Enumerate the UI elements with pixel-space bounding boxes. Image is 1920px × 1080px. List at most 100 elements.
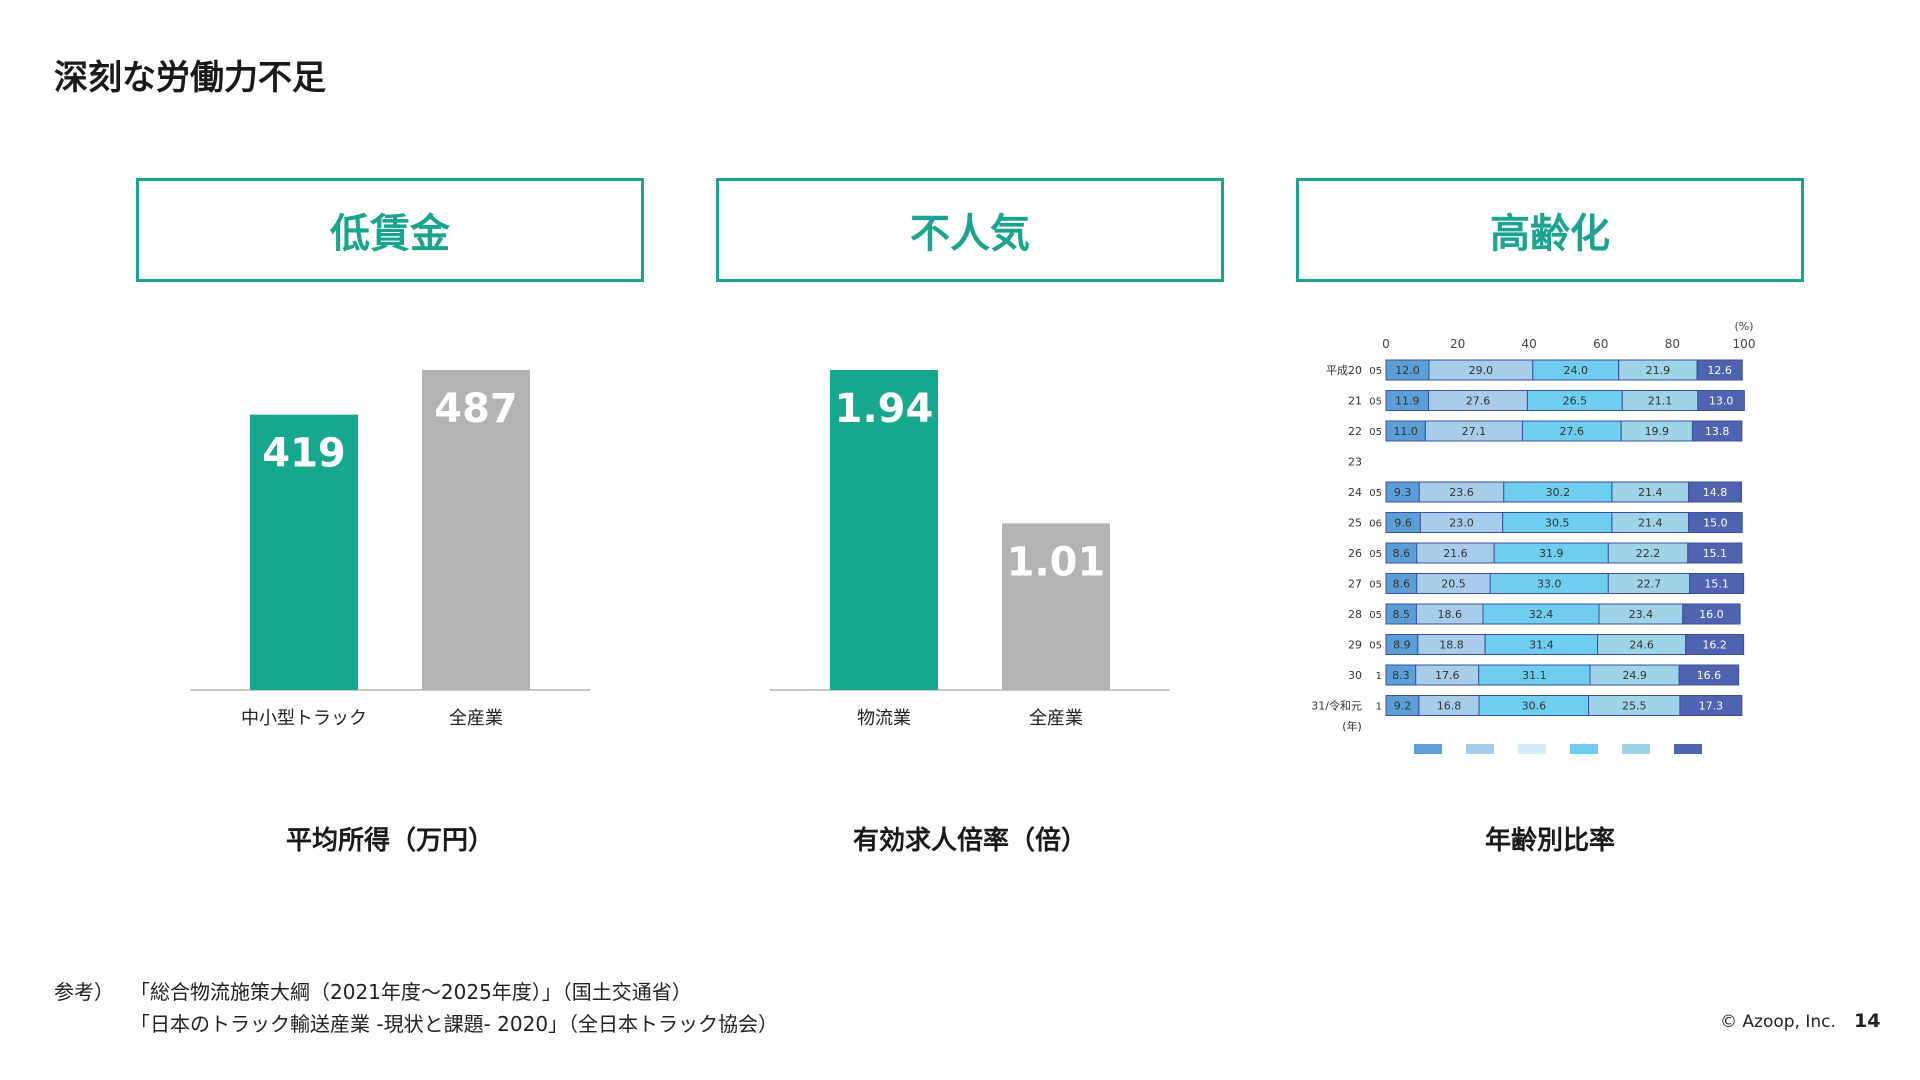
- stacked-segment: [1678, 664, 1740, 686]
- bar-value-label: 1.01: [1007, 539, 1106, 585]
- row-month-label: 05: [1369, 427, 1382, 438]
- segment-value-label: 9.6: [1394, 517, 1412, 530]
- segment-value-label: 24.0: [1563, 364, 1588, 377]
- tag-label-aging: 高齢化: [1490, 211, 1610, 257]
- segment-value-label: 27.6: [1560, 425, 1585, 438]
- segment-value-label: 19.9: [1645, 425, 1670, 438]
- row-month-label: 05: [1369, 366, 1382, 377]
- segment-value-label: 21.1: [1648, 395, 1673, 408]
- segment-value-label: 9.2: [1394, 700, 1412, 713]
- legend-swatch: [1674, 744, 1702, 754]
- row-month-label: 06: [1369, 519, 1382, 530]
- row-year-label: 25: [1348, 517, 1362, 530]
- segment-value-label: 33.0: [1537, 578, 1562, 591]
- legend-swatch: [1414, 744, 1442, 754]
- legend-swatch: [1466, 744, 1494, 754]
- caption-job-offer-ratio: 有効求人倍率（倍）: [852, 826, 1087, 856]
- segment-value-label: 23.4: [1629, 608, 1654, 621]
- segment-value-label: 8.6: [1393, 547, 1411, 560]
- axis-unit-label: (%): [1734, 320, 1753, 333]
- stacked-segment: [1697, 390, 1745, 411]
- segment-value-label: 9.3: [1394, 486, 1412, 499]
- segment-value-label: 27.1: [1462, 425, 1487, 438]
- segment-value-label: 27.6: [1466, 395, 1491, 408]
- category-label: 物流業: [857, 708, 911, 729]
- segment-value-label: 12.0: [1395, 364, 1420, 377]
- segment-value-label: 11.0: [1393, 425, 1418, 438]
- segment-value-label: 13.8: [1705, 425, 1730, 438]
- row-year-label: 平成20: [1326, 364, 1362, 377]
- bar-value-label: 1.94: [835, 386, 934, 432]
- copyright: © Azoop, Inc.: [1720, 1012, 1836, 1032]
- segment-value-label: 16.2: [1702, 639, 1727, 652]
- caption-age-ratio: 年齢別比率: [1484, 826, 1615, 856]
- job-offer-ratio-bar-chart: 1.94 物流業 1.01 全産業: [770, 370, 1170, 729]
- legend-swatch: [1570, 744, 1598, 754]
- row-year-label: 24: [1348, 486, 1362, 499]
- x-tick-label: 0: [1382, 337, 1390, 351]
- stacked-segment: [1688, 512, 1743, 533]
- bar-value-label: 419: [262, 431, 346, 477]
- stacked-segment: [1688, 481, 1742, 503]
- segment-value-label: 8.3: [1392, 669, 1410, 682]
- segment-value-label: 32.4: [1529, 608, 1554, 621]
- bar: [250, 414, 358, 690]
- segment-value-label: 14.8: [1703, 486, 1728, 499]
- segment-value-label: 22.7: [1637, 578, 1662, 591]
- row-month-label: 05: [1369, 580, 1382, 591]
- segment-value-label: 16.6: [1697, 669, 1722, 682]
- segment-value-label: 30.6: [1522, 700, 1547, 713]
- x-tick-label: 100: [1733, 337, 1756, 351]
- row-month-label: 05: [1369, 397, 1382, 408]
- row-month-label: 1: [1376, 702, 1382, 713]
- row-year-label: 22: [1348, 425, 1362, 438]
- y-axis-unit-label: (年): [1342, 719, 1362, 733]
- tag-box-low-wage: 低賃金: [136, 178, 644, 282]
- category-label: 全産業: [449, 708, 503, 729]
- stacked-segment: [1682, 603, 1741, 625]
- row-year-label: 21: [1348, 395, 1362, 408]
- legend-swatch: [1518, 744, 1546, 754]
- segment-value-label: 30.2: [1546, 486, 1571, 499]
- row-year-label: 28: [1348, 608, 1362, 621]
- x-tick-label: 80: [1665, 337, 1680, 351]
- segment-value-label: 8.6: [1393, 578, 1411, 591]
- x-tick-label: 60: [1593, 337, 1608, 351]
- segment-value-label: 16.8: [1437, 700, 1462, 713]
- caption-average-income: 平均所得（万円）: [285, 826, 494, 856]
- segment-value-label: 22.2: [1636, 547, 1661, 560]
- stacked-segment: [1689, 573, 1745, 594]
- stacked-segment: [1679, 695, 1743, 716]
- segment-value-label: 15.1: [1704, 578, 1729, 591]
- row-year-label: 23: [1348, 456, 1362, 469]
- tag-label-low-wage: 低賃金: [330, 211, 450, 257]
- segment-value-label: 17.3: [1699, 700, 1724, 713]
- average-income-bar-chart: 419 中小型トラック 487 全産業: [190, 370, 590, 729]
- segment-value-label: 8.5: [1392, 608, 1410, 621]
- segment-value-label: 13.0: [1709, 395, 1734, 408]
- segment-value-label: 21.4: [1638, 517, 1663, 530]
- reference-line-1: 「総合物流施策大綱（2021年度〜2025年度）」（国土交通省）: [130, 980, 692, 1004]
- x-tick-label: 20: [1450, 337, 1465, 351]
- stacked-segment: [1696, 359, 1743, 381]
- segment-value-label: 26.5: [1563, 395, 1588, 408]
- segment-value-label: 21.9: [1646, 364, 1671, 377]
- stacked-segment: [1685, 634, 1745, 655]
- row-year-label: 30: [1348, 669, 1362, 682]
- bar: [1002, 523, 1110, 690]
- segment-value-label: 21.6: [1443, 547, 1468, 560]
- segment-value-label: 11.9: [1395, 395, 1420, 408]
- segment-value-label: 8.9: [1393, 639, 1411, 652]
- bar: [422, 370, 530, 690]
- tag-label-unpopular: 不人気: [910, 211, 1030, 257]
- bar: [830, 370, 938, 690]
- segment-value-label: 18.6: [1437, 608, 1462, 621]
- tag-box-aging: 高齢化: [1296, 178, 1804, 282]
- segment-value-label: 25.5: [1622, 700, 1647, 713]
- row-year-label: 31/令和元: [1311, 699, 1362, 713]
- segment-value-label: 20.5: [1441, 578, 1466, 591]
- segment-value-label: 30.5: [1545, 517, 1570, 530]
- segment-value-label: 29.0: [1469, 364, 1494, 377]
- segment-value-label: 18.8: [1439, 639, 1464, 652]
- stacked-segment: [1691, 420, 1743, 442]
